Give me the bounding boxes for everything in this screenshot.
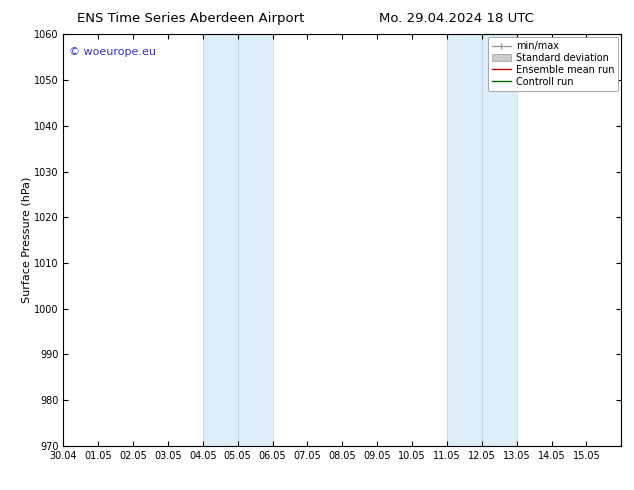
- Bar: [203, 34, 238, 446]
- Text: ENS Time Series Aberdeen Airport: ENS Time Series Aberdeen Airport: [77, 12, 304, 25]
- Legend: min/max, Standard deviation, Ensemble mean run, Controll run: min/max, Standard deviation, Ensemble me…: [488, 37, 618, 91]
- Text: Mo. 29.04.2024 18 UTC: Mo. 29.04.2024 18 UTC: [379, 12, 534, 25]
- Text: © woeurope.eu: © woeurope.eu: [69, 47, 156, 57]
- Y-axis label: Surface Pressure (hPa): Surface Pressure (hPa): [21, 177, 31, 303]
- Bar: [447, 34, 482, 446]
- Bar: [482, 34, 517, 446]
- Bar: [238, 34, 273, 446]
